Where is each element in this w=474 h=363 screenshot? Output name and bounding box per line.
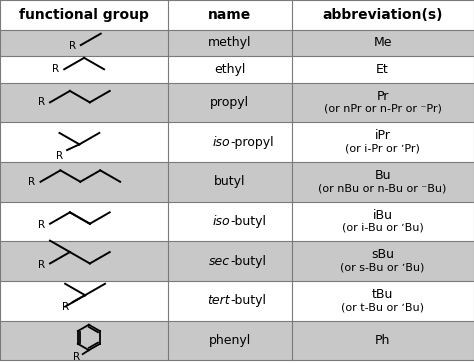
Text: tert: tert (207, 294, 230, 307)
Bar (0, 281, 168, 321)
Text: R: R (38, 220, 45, 230)
Text: (or t-Bu or ʼBu): (or t-Bu or ʼBu) (341, 302, 424, 312)
Text: -butyl: -butyl (230, 215, 266, 228)
Bar (292, 241, 474, 281)
Text: (or nBu or n-Bu or ⁻Bu): (or nBu or n-Bu or ⁻Bu) (319, 183, 447, 193)
Bar (168, 201, 292, 241)
Text: Pr: Pr (376, 90, 389, 102)
Bar (0, 29, 168, 56)
Text: R: R (69, 41, 76, 51)
Text: (or s-Bu or ʼBu): (or s-Bu or ʼBu) (340, 262, 425, 273)
Text: functional group: functional group (19, 8, 149, 22)
Text: methyl: methyl (208, 36, 252, 49)
Bar (168, 162, 292, 201)
Bar (292, 82, 474, 122)
Bar (292, 122, 474, 162)
Bar (168, 29, 292, 56)
Text: abbreviation(s): abbreviation(s) (322, 8, 443, 22)
Bar (168, 321, 292, 360)
Bar (168, 56, 292, 82)
Text: R: R (38, 97, 45, 107)
Text: tBu: tBu (372, 288, 393, 301)
Bar (0, 0, 474, 29)
Text: butyl: butyl (214, 175, 246, 188)
Bar (292, 29, 474, 56)
Bar (292, 201, 474, 241)
Bar (292, 321, 474, 360)
Text: (or nPr or n-Pr or ⁻Pr): (or nPr or n-Pr or ⁻Pr) (324, 104, 441, 114)
Text: iPr: iPr (374, 129, 391, 142)
Text: Et: Et (376, 63, 389, 76)
Bar (168, 122, 292, 162)
Text: R: R (52, 64, 59, 74)
Text: R: R (73, 352, 81, 362)
Bar (168, 82, 292, 122)
Text: propyl: propyl (210, 96, 249, 109)
Text: ethyl: ethyl (214, 63, 246, 76)
Text: R: R (28, 177, 36, 187)
Text: Me: Me (373, 36, 392, 49)
Text: -butyl: -butyl (230, 294, 266, 307)
Text: (or i-Pr or ʼPr): (or i-Pr or ʼPr) (345, 143, 420, 154)
Bar (0, 321, 168, 360)
Text: name: name (208, 8, 252, 22)
Bar (168, 281, 292, 321)
Text: sec: sec (209, 255, 230, 268)
Text: R: R (62, 302, 69, 311)
Bar (0, 122, 168, 162)
Text: R: R (38, 260, 45, 270)
Text: iBu: iBu (373, 209, 392, 222)
Text: Bu: Bu (374, 169, 391, 182)
Text: Ph: Ph (375, 334, 390, 347)
Text: iso: iso (212, 135, 230, 148)
Text: phenyl: phenyl (209, 334, 251, 347)
Text: -butyl: -butyl (230, 255, 266, 268)
Text: R: R (56, 151, 63, 161)
Bar (292, 281, 474, 321)
Bar (0, 201, 168, 241)
Bar (292, 162, 474, 201)
Bar (0, 56, 168, 82)
Text: iso: iso (212, 215, 230, 228)
Text: (or i-Bu or ʼBu): (or i-Bu or ʼBu) (342, 223, 423, 233)
Text: sBu: sBu (371, 248, 394, 261)
Bar (0, 162, 168, 201)
Bar (0, 241, 168, 281)
Bar (292, 56, 474, 82)
Bar (168, 241, 292, 281)
Bar (0, 82, 168, 122)
Text: -propyl: -propyl (230, 135, 273, 148)
